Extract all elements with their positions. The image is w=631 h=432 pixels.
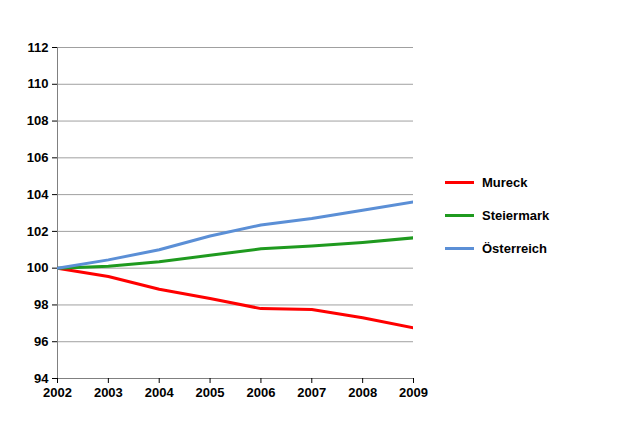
svg-text:110: 110 — [28, 76, 49, 91]
svg-text:102: 102 — [27, 224, 49, 239]
html-text:Österreich: Österreich — [482, 241, 547, 256]
svg-text:2004: 2004 — [145, 385, 175, 400]
svg-text:112: 112 — [28, 40, 49, 55]
svg-text:104: 104 — [27, 187, 49, 202]
svg-text:98: 98 — [34, 297, 48, 312]
svg-text:96: 96 — [34, 334, 48, 349]
html-text:Steiermark: Steiermark — [482, 208, 550, 223]
svg-text:2003: 2003 — [94, 385, 123, 400]
html-text:Mureck: Mureck — [482, 175, 528, 190]
svg-text:2006: 2006 — [246, 385, 275, 400]
svg-text:2008: 2008 — [348, 385, 377, 400]
svg-text:100: 100 — [27, 260, 49, 275]
svg-text:2002: 2002 — [43, 385, 72, 400]
svg-text:108: 108 — [27, 113, 49, 128]
svg-text:94: 94 — [34, 371, 49, 386]
svg-text:2005: 2005 — [196, 385, 225, 400]
svg-text:106: 106 — [27, 150, 49, 165]
svg-text:2009: 2009 — [399, 385, 428, 400]
svg-text:2007: 2007 — [297, 385, 326, 400]
